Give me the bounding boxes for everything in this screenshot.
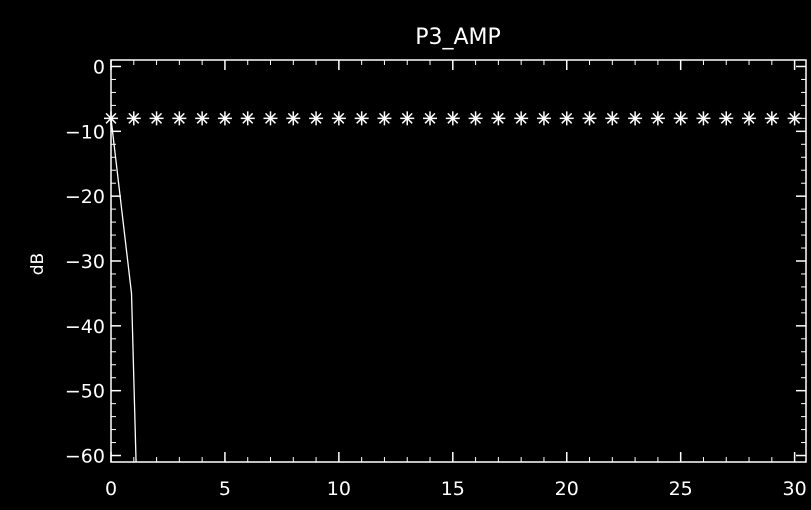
data-point-asterisk bbox=[400, 111, 415, 126]
data-point-asterisk bbox=[673, 111, 688, 126]
y-tick-label: −20 bbox=[65, 186, 105, 208]
y-axis-label: dB bbox=[28, 253, 48, 275]
x-tick-label: 30 bbox=[783, 478, 807, 500]
x-tick-label: 20 bbox=[555, 478, 579, 500]
data-point-asterisk bbox=[309, 111, 324, 126]
x-tick-label: 15 bbox=[441, 478, 465, 500]
asterisk-stroke bbox=[378, 112, 390, 124]
data-point-asterisk bbox=[491, 111, 506, 126]
data-point-asterisk bbox=[719, 111, 734, 126]
asterisk-stroke bbox=[333, 112, 345, 124]
x-tick-label: 25 bbox=[669, 478, 693, 500]
data-point-asterisk bbox=[468, 111, 483, 126]
asterisk-stroke bbox=[789, 112, 801, 124]
asterisk-stroke bbox=[606, 112, 618, 124]
y-tick-label: 0 bbox=[93, 56, 105, 78]
y-tick-label: −10 bbox=[65, 121, 105, 143]
asterisk-stroke bbox=[105, 112, 117, 124]
asterisk-stroke bbox=[128, 112, 140, 124]
data-point-asterisk bbox=[377, 111, 392, 126]
data-point-asterisk bbox=[286, 111, 301, 126]
asterisk-stroke bbox=[492, 112, 504, 124]
data-point-asterisk bbox=[354, 111, 369, 126]
y-tick-label: −60 bbox=[65, 446, 105, 468]
x-tick-label: 0 bbox=[105, 478, 117, 500]
data-point-asterisk bbox=[605, 111, 620, 126]
asterisk-stroke bbox=[219, 112, 231, 124]
data-point-asterisk bbox=[104, 111, 118, 126]
y-tick-label: −40 bbox=[65, 316, 105, 338]
asterisk-stroke bbox=[287, 112, 299, 124]
series-layer bbox=[104, 111, 802, 463]
asterisk-stroke bbox=[561, 112, 573, 124]
chart-title: P3_AMP bbox=[415, 25, 501, 50]
data-point-asterisk bbox=[787, 111, 802, 126]
data-point-asterisk bbox=[559, 111, 574, 126]
asterisk-stroke bbox=[675, 112, 687, 124]
data-point-asterisk bbox=[764, 111, 779, 126]
asterisk-stroke bbox=[652, 112, 664, 124]
asterisk-stroke bbox=[310, 112, 322, 124]
asterisk-stroke bbox=[538, 112, 550, 124]
data-point-asterisk bbox=[423, 111, 438, 126]
data-point-asterisk bbox=[331, 111, 346, 126]
data-point-asterisk bbox=[445, 111, 460, 126]
data-point-asterisk bbox=[628, 111, 643, 126]
y-tick-label: −50 bbox=[65, 381, 105, 403]
data-point-asterisk bbox=[696, 111, 711, 126]
asterisk-stroke bbox=[720, 112, 732, 124]
asterisk-stroke bbox=[424, 112, 436, 124]
asterisk-stroke bbox=[629, 112, 641, 124]
data-point-asterisk bbox=[149, 111, 164, 126]
data-point-asterisk bbox=[172, 111, 187, 126]
axis-ticks: 0 5 10 15 20 25 30 0 −10 −20 −30 −40 −50 −60 bbox=[65, 56, 807, 500]
asterisk-stroke bbox=[766, 112, 778, 124]
asterisk-stroke bbox=[401, 112, 413, 124]
data-point-asterisk bbox=[263, 111, 278, 126]
data-point-asterisk bbox=[536, 111, 551, 126]
y-tick-label: −30 bbox=[65, 251, 105, 273]
data-point-asterisk bbox=[650, 111, 665, 126]
series-line bbox=[110, 118, 137, 463]
asterisk-stroke bbox=[470, 112, 482, 124]
asterisk-stroke bbox=[265, 112, 276, 124]
asterisk-stroke bbox=[151, 112, 163, 124]
data-point-asterisk bbox=[126, 111, 141, 126]
data-point-asterisk bbox=[742, 111, 757, 126]
asterisk-stroke bbox=[697, 112, 709, 124]
data-point-asterisk bbox=[582, 111, 597, 126]
asterisk-stroke bbox=[242, 112, 254, 124]
data-point-asterisk bbox=[217, 111, 232, 126]
x-tick-label: 5 bbox=[219, 478, 231, 500]
asterisk-stroke bbox=[515, 112, 527, 124]
asterisk-stroke bbox=[743, 112, 755, 124]
asterisk-stroke bbox=[447, 112, 459, 124]
data-point-asterisk bbox=[195, 111, 210, 126]
asterisk-stroke bbox=[584, 112, 596, 124]
x-tick-label: 10 bbox=[327, 478, 351, 500]
data-point-asterisk bbox=[514, 111, 529, 126]
asterisk-stroke bbox=[356, 112, 368, 124]
data-point-asterisk bbox=[240, 111, 255, 126]
asterisk-stroke bbox=[196, 112, 208, 124]
asterisk-stroke bbox=[173, 112, 185, 124]
